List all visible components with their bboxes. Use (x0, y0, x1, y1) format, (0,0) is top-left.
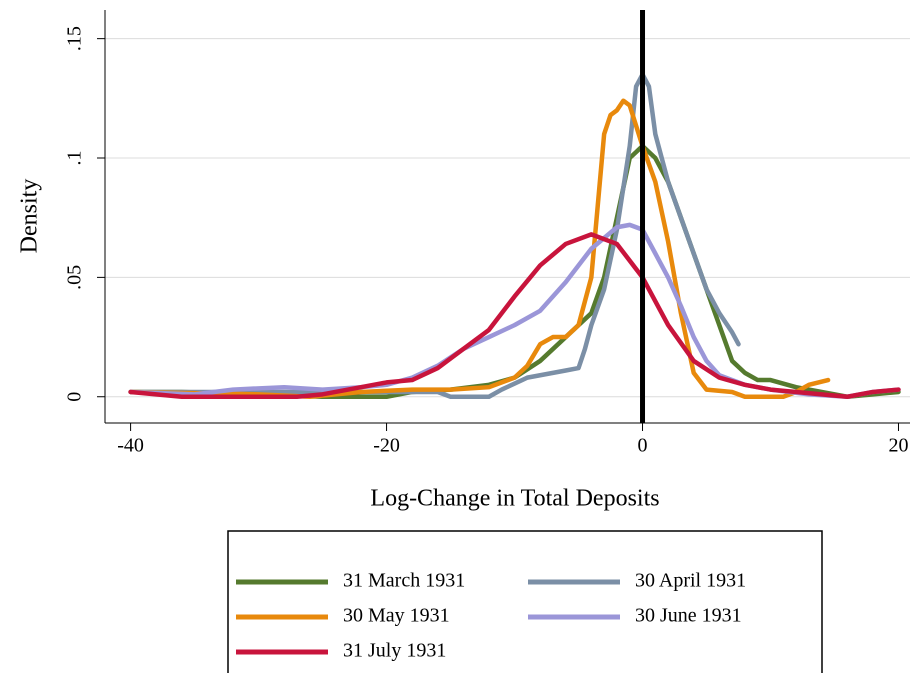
x-axis-title: Log-Change in Total Deposits (370, 486, 659, 512)
y-tick-label: .15 (64, 26, 86, 51)
x-tick-label: -20 (373, 435, 400, 457)
legend-label: 30 April 1931 (635, 570, 746, 592)
y-axis-title: Density (17, 179, 43, 254)
legend-label: 31 July 1931 (343, 640, 446, 662)
density-line (128, 143, 901, 399)
density-line (128, 222, 901, 399)
y-tick-label: .1 (64, 151, 86, 166)
y-tick-label: 0 (64, 392, 86, 402)
legend-label: 30 May 1931 (343, 605, 450, 627)
density-line (128, 98, 831, 399)
y-tick-label: .05 (64, 265, 86, 290)
density-line (128, 232, 901, 399)
legend-label: 31 March 1931 (343, 570, 465, 592)
x-tick-label: 20 (888, 435, 908, 457)
x-tick-label: 0 (638, 435, 648, 457)
legend-box (227, 530, 823, 673)
density-line (128, 72, 741, 399)
x-tick-label: -40 (117, 435, 144, 457)
legend-label: 30 June 1931 (635, 605, 742, 627)
